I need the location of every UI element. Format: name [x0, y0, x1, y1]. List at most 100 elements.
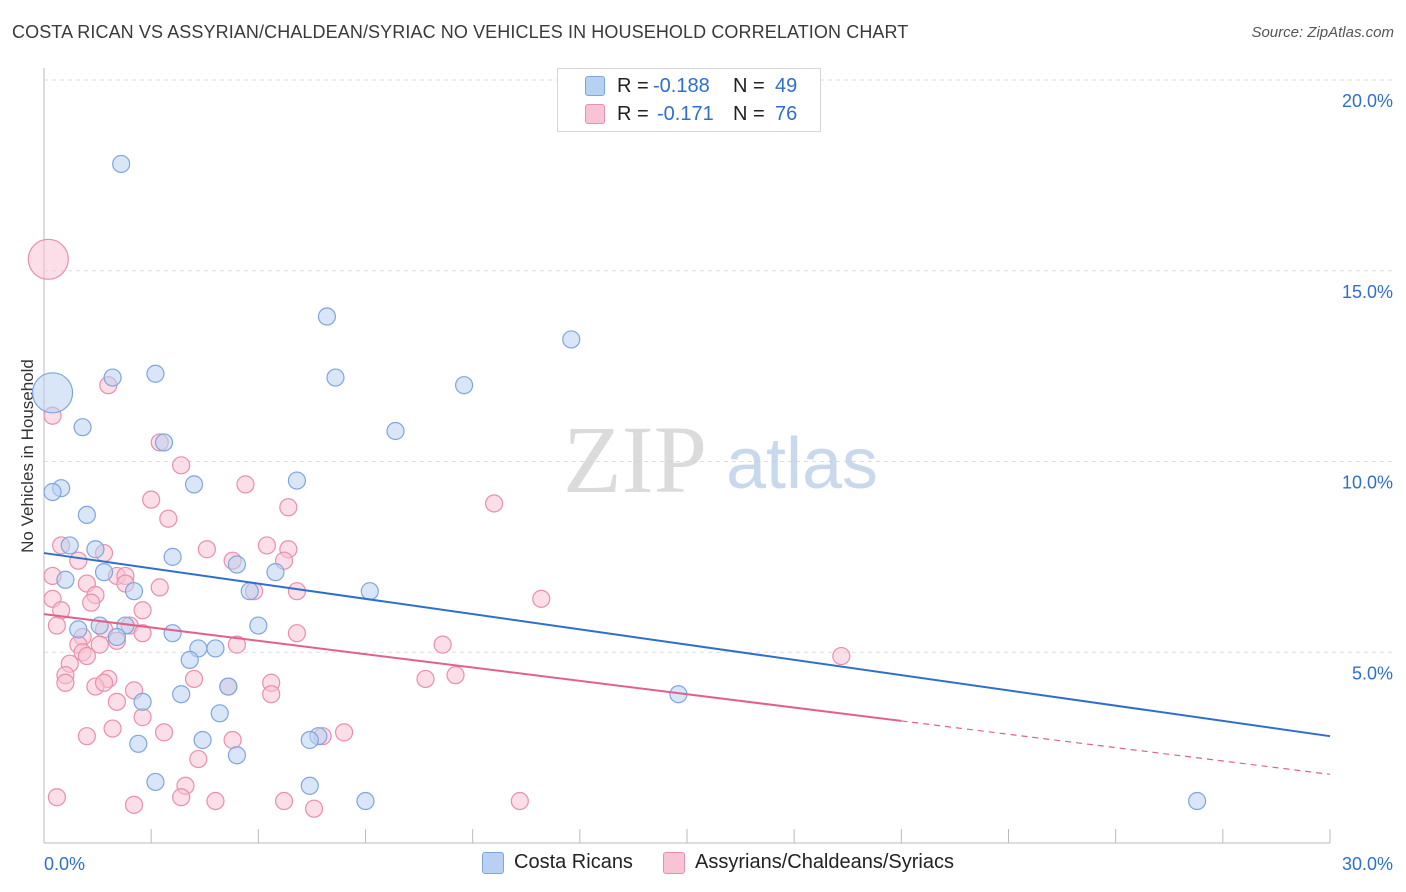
- assyrian-point: [107, 692, 126, 711]
- costa-rican-point: [240, 582, 259, 601]
- costa-rican-point: [43, 482, 62, 502]
- assyrian-point: [154, 723, 174, 742]
- correlation-legend: R = -0.188 N = 49 R = -0.171 N = 76: [557, 68, 821, 132]
- tick-labels: 5.0% 10.0% 15.0% 20.0% 0.0% 30.0%: [44, 91, 1393, 874]
- n-value: 76: [775, 102, 798, 125]
- assyrian-point: [172, 456, 191, 475]
- r-value: -0.171: [657, 102, 714, 125]
- assyrian-point: [150, 578, 169, 597]
- watermark: ZIP atlas: [563, 406, 878, 513]
- assyrian-point: [262, 685, 281, 704]
- costa-rican-point: [287, 471, 307, 490]
- assyrian-point: [532, 589, 551, 608]
- legend-row-costa-ricans: R = -0.188 N = 49: [558, 72, 797, 100]
- assyrian-point: [287, 624, 307, 643]
- assyrian-point: [56, 673, 75, 692]
- r-label: R =: [617, 102, 649, 125]
- costa-rican-point: [112, 154, 131, 174]
- costa-rican-point: [124, 582, 144, 601]
- costa-rican-point: [1188, 791, 1207, 811]
- assyrian-point: [446, 666, 465, 685]
- assyrian-point: [334, 723, 354, 742]
- n-value: 49: [775, 74, 798, 97]
- r-label: R =: [617, 74, 649, 97]
- assyrian-point: [159, 509, 178, 528]
- trend-line-assyrians-extrapolated: [901, 720, 1331, 775]
- trend-lines: [43, 552, 1331, 775]
- assyrian-point: [172, 788, 191, 807]
- costa-rican-point: [249, 616, 268, 635]
- assyrian-point: [223, 730, 242, 750]
- assyrian-point: [227, 635, 246, 654]
- assyrian-point: [77, 727, 96, 746]
- costa-rican-point: [60, 536, 79, 555]
- axes: [43, 68, 1331, 844]
- costa-rican-point: [356, 791, 375, 811]
- costa-rican-point: [133, 692, 152, 711]
- assyrian-point: [47, 616, 66, 635]
- assyrian-point: [103, 719, 122, 738]
- y-tick-label: 15.0%: [1342, 282, 1393, 302]
- assyrian-point: [257, 536, 277, 555]
- costa-rican-point: [163, 624, 182, 643]
- assyrian-point: [77, 646, 96, 666]
- legend-swatch-pink: [585, 104, 605, 124]
- assyrian-point: [47, 788, 66, 807]
- costa-rican-point: [227, 555, 246, 574]
- costa-rican-point: [360, 582, 379, 601]
- costa-rican-point: [86, 540, 105, 559]
- costa-rican-point: [454, 376, 474, 395]
- costa-rican-point: [266, 563, 285, 582]
- assyrian-point: [27, 238, 69, 280]
- trend-line-assyrians: [43, 613, 902, 722]
- costa-rican-point: [56, 570, 75, 589]
- assyrian-point: [184, 669, 204, 689]
- y-tick-label: 20.0%: [1342, 91, 1393, 111]
- assyrian-point: [832, 646, 851, 666]
- costa-rican-point: [129, 734, 148, 753]
- assyrian-point: [133, 601, 152, 620]
- y-tick-label: 10.0%: [1342, 473, 1393, 493]
- assyrian-point: [133, 708, 152, 727]
- costa-rican-point: [103, 368, 122, 387]
- legend-item-assyrians[interactable]: Assyrians/Chaldeans/Syriacs: [663, 851, 954, 874]
- costa-rican-point: [386, 421, 405, 441]
- legend-swatch-pink: [663, 851, 685, 874]
- assyrian-point: [197, 540, 216, 559]
- costa-rican-point: [163, 547, 182, 566]
- legend-swatch-blue: [482, 851, 504, 874]
- assyrian-point: [189, 749, 208, 769]
- costa-rican-point: [146, 364, 165, 383]
- legend-label: Assyrians/Chaldeans/Syriacs: [695, 851, 954, 873]
- trend-line-costa-ricans: [43, 552, 1331, 738]
- assyrian-point: [82, 593, 101, 612]
- costa-rican-point: [180, 650, 199, 669]
- legend-item-costa-ricans[interactable]: Costa Ricans: [482, 851, 633, 874]
- assyrian-point: [133, 624, 152, 643]
- assyrian-point: [124, 795, 144, 814]
- assyrian-point: [142, 490, 161, 509]
- costa-rican-point: [300, 776, 319, 795]
- costa-rican-point: [206, 639, 225, 658]
- costa-rican-point: [562, 330, 581, 349]
- assyrian-point: [510, 791, 529, 811]
- assyrian-point: [206, 791, 225, 811]
- assyrian-point: [94, 673, 114, 692]
- assyrian-point: [274, 791, 294, 811]
- series-costa-ricans-points: [31, 154, 1207, 811]
- x-tick-label: 30.0%: [1342, 854, 1393, 874]
- assyrian-point: [485, 494, 504, 513]
- costa-rican-point: [219, 677, 238, 696]
- costa-rican-point: [146, 772, 165, 792]
- assyrian-point: [236, 475, 255, 494]
- r-value: -0.188: [653, 74, 710, 97]
- costa-rican-point: [107, 627, 126, 647]
- costa-rican-point: [73, 418, 92, 437]
- costa-rican-point: [300, 730, 319, 750]
- costa-rican-point: [172, 685, 191, 704]
- costa-rican-point: [317, 307, 337, 326]
- n-label: N =: [733, 74, 765, 97]
- y-tick-label: 5.0%: [1352, 663, 1393, 683]
- legend-swatch-blue: [585, 76, 605, 96]
